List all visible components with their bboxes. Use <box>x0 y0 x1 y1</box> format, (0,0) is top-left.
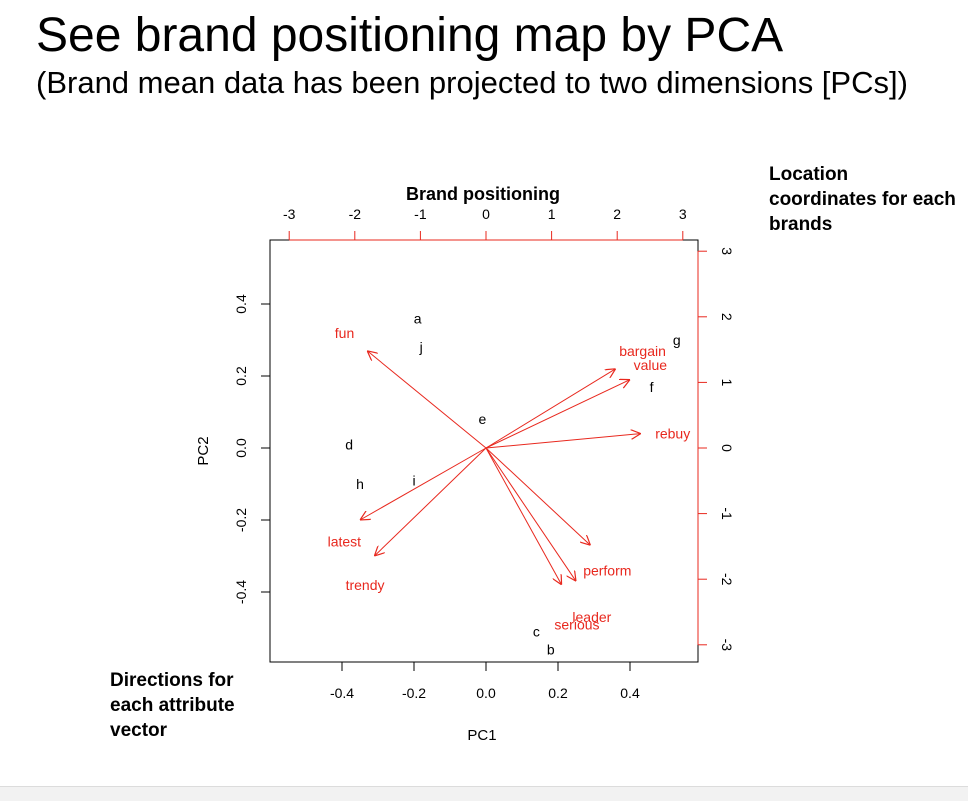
brand-point-d: d <box>345 436 353 452</box>
y-tick-label: -0.2 <box>233 508 249 532</box>
x-axis-label: PC1 <box>467 727 496 744</box>
vector-label-serious: serious <box>554 616 599 632</box>
vector-label-leader: leader <box>572 609 611 625</box>
x-tick-label: -0.2 <box>402 685 426 701</box>
y-tick-label: -0.4 <box>233 580 249 604</box>
y-tick-label: 0.2 <box>233 366 249 386</box>
slide-title: See brand positioning map by PCA <box>36 9 784 62</box>
brand-point-b: b <box>547 642 555 658</box>
brand-point-c: c <box>533 624 540 640</box>
right-tick-label: 3 <box>719 247 735 255</box>
brand-point-i: i <box>412 472 415 488</box>
chart-title: Brand positioning <box>406 184 560 204</box>
vector-value <box>485 380 630 449</box>
x-tick-label: 0.4 <box>620 685 640 701</box>
brand-point-a: a <box>414 310 422 326</box>
vector-latest <box>360 447 487 520</box>
top-tick-label: 1 <box>548 206 556 222</box>
x-tick-label: 0.0 <box>476 685 496 701</box>
brand-point-j: j <box>419 339 423 355</box>
top-tick-label: -3 <box>283 206 296 222</box>
vector-label-value: value <box>634 357 668 373</box>
vector-label-trendy: trendy <box>346 577 385 593</box>
x-tick-label: 0.2 <box>548 685 568 701</box>
right-tick-label: 2 <box>719 313 735 321</box>
brand-point-g: g <box>673 332 681 348</box>
brand-point-f: f <box>650 379 654 395</box>
y-axis-pc2: -0.4 -0.2 0.0 0.2 0.4 <box>233 294 271 604</box>
brand-point-e: e <box>479 411 487 427</box>
vector-bargain <box>485 369 616 449</box>
slide-subtitle: (Brand mean data has been projected to t… <box>36 65 908 100</box>
brand-points: aj e d h i g f cb <box>345 310 680 657</box>
y-tick-label: 0.4 <box>233 294 249 314</box>
right-tick-label: 0 <box>719 444 735 452</box>
right-tick-label: -2 <box>719 573 735 586</box>
footer-bar <box>0 786 968 801</box>
vector-leader <box>485 447 576 581</box>
vector-label-bargain: bargain <box>619 343 666 359</box>
vector-label-fun: fun <box>335 325 354 341</box>
top-tick-label: -2 <box>349 206 362 222</box>
vector-label-perform: perform <box>583 562 631 578</box>
vector-perform <box>485 447 590 545</box>
top-axis-brand-scale: -3 -2 -1 0 1 2 3 <box>283 206 687 241</box>
right-axis-brand-scale: -3 -2 -1 0 1 2 3 <box>697 247 735 652</box>
vector-trendy <box>374 447 487 556</box>
y-axis-label: PC2 <box>195 436 212 465</box>
x-axis-pc1: -0.4 -0.2 0.0 0.2 0.4 <box>330 661 640 701</box>
vector-serious <box>485 447 562 585</box>
vector-rebuy <box>485 434 641 449</box>
right-tick-label: -1 <box>719 507 735 520</box>
top-tick-label: -1 <box>414 206 427 222</box>
brand-point-h: h <box>356 476 364 492</box>
top-tick-label: 2 <box>613 206 621 222</box>
top-tick-label: 0 <box>482 206 490 222</box>
vector-label-rebuy: rebuy <box>655 426 690 442</box>
right-tick-label: 1 <box>719 379 735 387</box>
note-location-coordinates: Location coordinates for each brands <box>769 164 956 235</box>
vector-label-latest: latest <box>328 534 362 550</box>
right-tick-label: -3 <box>719 639 735 652</box>
note-attribute-directions: Directions for each attribute vector <box>110 670 235 741</box>
x-tick-label: -0.4 <box>330 685 354 701</box>
y-tick-label: 0.0 <box>233 438 249 458</box>
vector-fun <box>367 351 487 449</box>
plot-frame <box>269 239 699 663</box>
top-tick-label: 3 <box>679 206 687 222</box>
